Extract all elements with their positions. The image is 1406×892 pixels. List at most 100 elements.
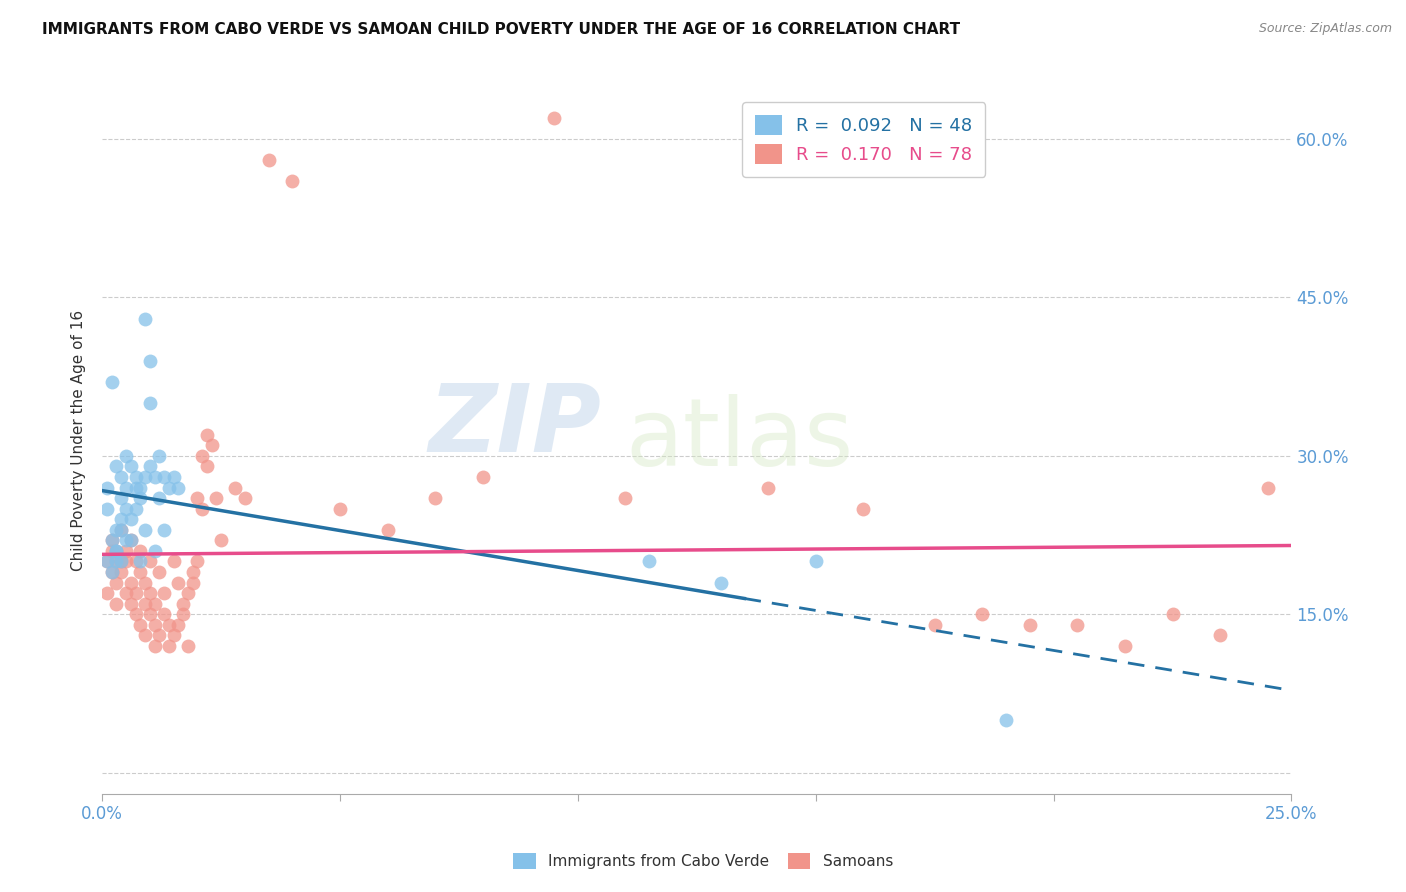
- Point: [120, 533, 142, 548]
- Point: [124, 586, 146, 600]
- Point: [186, 554, 208, 568]
- Point: [139, 354, 162, 368]
- Point: [157, 481, 180, 495]
- Point: [172, 607, 194, 622]
- Point: [110, 512, 132, 526]
- Point: [124, 501, 146, 516]
- Point: [96, 554, 118, 568]
- Point: [96, 554, 118, 568]
- Point: [329, 501, 352, 516]
- Point: [153, 586, 176, 600]
- Point: [115, 449, 138, 463]
- Point: [100, 565, 122, 579]
- Legend: Immigrants from Cabo Verde, Samoans: Immigrants from Cabo Verde, Samoans: [506, 847, 900, 875]
- Point: [162, 470, 184, 484]
- Point: [195, 427, 218, 442]
- Point: [425, 491, 447, 505]
- Point: [100, 533, 122, 548]
- Point: [124, 607, 146, 622]
- Point: [710, 575, 733, 590]
- Point: [110, 470, 132, 484]
- Point: [1066, 617, 1088, 632]
- Point: [143, 544, 166, 558]
- Point: [201, 438, 224, 452]
- Point: [614, 491, 637, 505]
- Point: [148, 628, 170, 642]
- Point: [148, 565, 170, 579]
- Point: [143, 470, 166, 484]
- Point: [181, 575, 204, 590]
- Point: [852, 501, 875, 516]
- Point: [134, 628, 156, 642]
- Point: [96, 501, 118, 516]
- Point: [139, 396, 162, 410]
- Point: [205, 491, 228, 505]
- Point: [129, 481, 152, 495]
- Point: [129, 565, 152, 579]
- Point: [139, 459, 162, 474]
- Point: [100, 544, 122, 558]
- Point: [105, 459, 128, 474]
- Point: [281, 174, 304, 188]
- Point: [110, 565, 132, 579]
- Point: [377, 523, 399, 537]
- Point: [120, 575, 142, 590]
- Point: [134, 575, 156, 590]
- Point: [139, 586, 162, 600]
- Point: [110, 554, 132, 568]
- Point: [110, 523, 132, 537]
- Point: [233, 491, 256, 505]
- Point: [177, 639, 200, 653]
- Point: [638, 554, 661, 568]
- Point: [191, 501, 214, 516]
- Point: [120, 597, 142, 611]
- Point: [162, 628, 184, 642]
- Point: [1209, 628, 1232, 642]
- Point: [804, 554, 827, 568]
- Point: [105, 575, 128, 590]
- Text: IMMIGRANTS FROM CABO VERDE VS SAMOAN CHILD POVERTY UNDER THE AGE OF 16 CORRELATI: IMMIGRANTS FROM CABO VERDE VS SAMOAN CHI…: [42, 22, 960, 37]
- Point: [96, 586, 118, 600]
- Point: [120, 512, 142, 526]
- Point: [224, 481, 246, 495]
- Point: [115, 533, 138, 548]
- Point: [115, 481, 138, 495]
- Point: [96, 481, 118, 495]
- Y-axis label: Child Poverty Under the Age of 16: Child Poverty Under the Age of 16: [72, 310, 86, 571]
- Point: [1018, 617, 1040, 632]
- Point: [124, 554, 146, 568]
- Point: [110, 491, 132, 505]
- Point: [157, 617, 180, 632]
- Point: [105, 597, 128, 611]
- Point: [543, 111, 565, 125]
- Point: [105, 523, 128, 537]
- Text: ZIP: ZIP: [429, 380, 602, 472]
- Point: [105, 544, 128, 558]
- Point: [105, 544, 128, 558]
- Point: [148, 449, 170, 463]
- Text: Source: ZipAtlas.com: Source: ZipAtlas.com: [1258, 22, 1392, 36]
- Point: [195, 459, 218, 474]
- Point: [129, 554, 152, 568]
- Point: [129, 491, 152, 505]
- Point: [995, 713, 1018, 727]
- Point: [177, 586, 200, 600]
- Point: [257, 153, 280, 168]
- Point: [120, 459, 142, 474]
- Text: atlas: atlas: [626, 394, 853, 486]
- Point: [110, 523, 132, 537]
- Point: [134, 597, 156, 611]
- Point: [139, 607, 162, 622]
- Point: [100, 565, 122, 579]
- Point: [143, 597, 166, 611]
- Point: [120, 533, 142, 548]
- Point: [153, 470, 176, 484]
- Point: [167, 617, 190, 632]
- Point: [143, 639, 166, 653]
- Point: [110, 554, 132, 568]
- Point: [143, 617, 166, 632]
- Point: [1161, 607, 1184, 622]
- Point: [115, 544, 138, 558]
- Point: [105, 544, 128, 558]
- Point: [100, 533, 122, 548]
